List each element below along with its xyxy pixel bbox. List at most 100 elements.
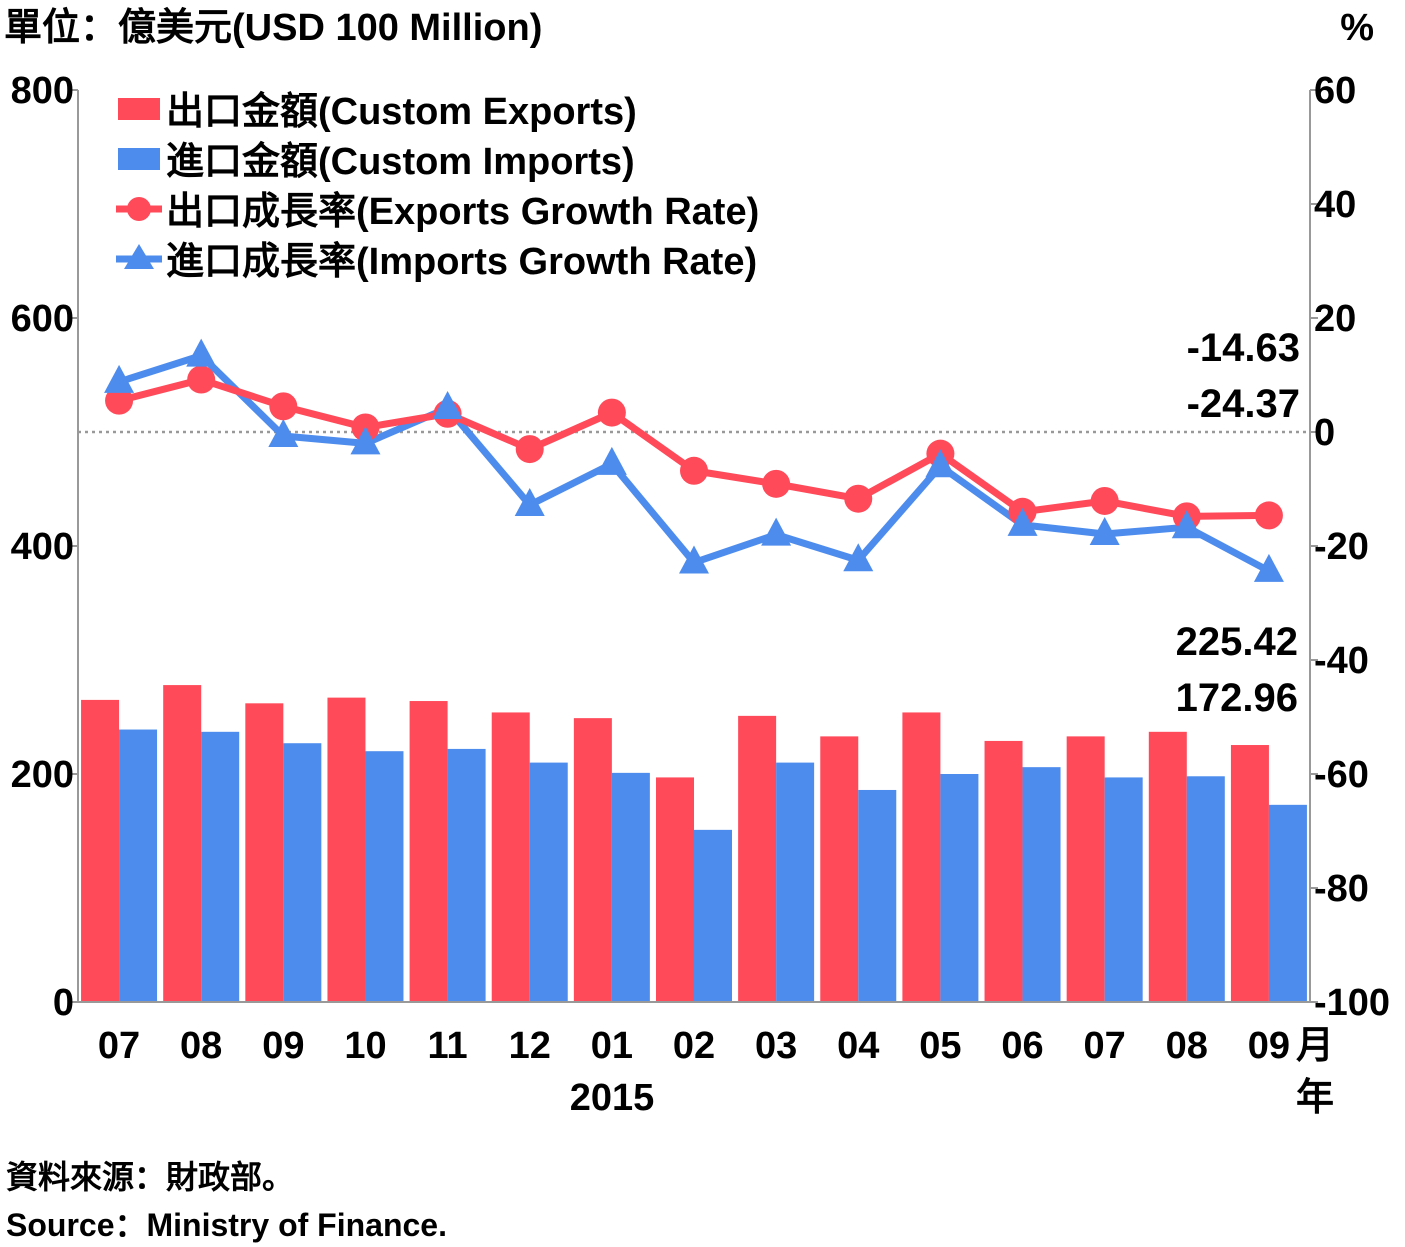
right-tick-label: 40 (1314, 184, 1356, 226)
import-rate-point (432, 391, 463, 420)
export-bar (163, 685, 202, 1002)
legend: 出口金額(Custom Exports) 進口金額(Custom Imports… (116, 90, 759, 283)
import-bar (940, 774, 979, 1002)
export-bar (902, 712, 941, 1002)
import-rate-point (1007, 507, 1038, 536)
left-axis-unit-label: 單位：億美元(USD 100 Million) (4, 7, 542, 49)
year-label: 2015 (570, 1077, 655, 1119)
right-tick-label: -40 (1314, 640, 1369, 682)
import-rate-annotation: -24.37 (1187, 382, 1300, 426)
legend-import-rate-marker (124, 244, 154, 269)
import-rate-point (514, 487, 545, 516)
export-bar (656, 777, 694, 1002)
x-tick-label: 10 (344, 1025, 386, 1067)
left-tick-label: 400 (11, 526, 74, 568)
import-rate-point (761, 517, 792, 546)
legend-imports-label: 進口金額(Custom Imports) (166, 140, 635, 183)
x-tick-label: 08 (1166, 1025, 1208, 1067)
export-rate-annotation: -14.63 (1187, 326, 1300, 370)
import-rate-point (104, 364, 135, 393)
lines-layer (104, 338, 1284, 582)
import-rate-point (1171, 510, 1202, 539)
x-axis-ticks: 07 08 09 10 11 12 01 02 03 04 05 06 07 08 09 (98, 1025, 1290, 1067)
export-rate-point (515, 435, 544, 464)
x-tick-label: 04 (837, 1025, 879, 1067)
import-rate-point (186, 338, 217, 367)
import-bar (1104, 777, 1143, 1002)
import-bar (1022, 767, 1061, 1002)
right-axis-ticks: -100 -80 -60 -40 -20 0 20 40 60 (1310, 70, 1390, 1024)
export-bar (820, 736, 859, 1002)
import-bar (529, 762, 568, 1002)
x-tick-label: 02 (673, 1025, 715, 1067)
import-value-annotation: 172.96 (1176, 676, 1298, 720)
x-tick-label: 09 (262, 1025, 304, 1067)
export-rate-point (844, 484, 873, 513)
export-rate-point (105, 386, 134, 415)
source-zh: 資料來源：財政部。 (6, 1159, 295, 1195)
export-rate-point (597, 398, 626, 427)
export-bar (573, 718, 612, 1002)
export-rate-point (680, 456, 708, 485)
x-tick-label: 01 (591, 1025, 633, 1067)
x-tick-label: 06 (1001, 1025, 1043, 1067)
left-tick-label: 600 (11, 298, 74, 340)
export-rate-point (762, 469, 791, 498)
right-tick-label: -100 (1314, 982, 1390, 1024)
export-bar (81, 699, 120, 1002)
import-bar (1186, 776, 1225, 1002)
right-tick-label: 0 (1314, 412, 1335, 454)
export-bar (738, 715, 777, 1002)
right-tick-label: -20 (1314, 526, 1369, 568)
axes-layer (77, 90, 1311, 1003)
export-rate-point (269, 392, 298, 421)
export-rate-point (187, 365, 216, 394)
x-tick-label: 12 (509, 1025, 551, 1067)
month-unit-label: 月 (1296, 1025, 1334, 1067)
export-rate-point (1090, 486, 1119, 515)
legend-import-rate-label: 進口成長率(Imports Growth Rate) (166, 241, 757, 283)
export-bar (491, 712, 530, 1002)
import-bar (1268, 804, 1307, 1002)
left-tick-label: 200 (11, 754, 74, 796)
source-en: Source：Ministry of Finance. (6, 1207, 447, 1243)
left-axis-ticks: 0 200 400 600 800 (11, 70, 78, 1024)
x-tick-label: 05 (919, 1025, 961, 1067)
x-tick-label: 07 (1084, 1025, 1126, 1067)
import-rate-point (679, 545, 709, 574)
left-tick-label: 0 (53, 982, 74, 1024)
legend-export-rate-label: 出口成長率(Exports Growth Rate) (166, 191, 759, 233)
right-tick-label: 60 (1314, 70, 1356, 112)
import-bar (447, 748, 486, 1002)
export-rate-point (1254, 501, 1283, 530)
right-tick-label: -80 (1314, 868, 1369, 910)
import-bar (858, 789, 897, 1002)
left-tick-label: 800 (11, 70, 74, 112)
import-bar (694, 829, 732, 1002)
legend-imports-swatch (118, 148, 160, 170)
import-rate-point (1089, 517, 1120, 546)
legend-exports-swatch (118, 98, 160, 120)
export-bar (984, 740, 1023, 1002)
x-tick-label: 11 (428, 1025, 468, 1067)
right-axis-unit-label: % (1340, 7, 1374, 49)
import-bar (365, 751, 404, 1002)
bars-layer (81, 685, 1307, 1002)
import-rate-point (596, 446, 627, 475)
export-value-annotation: 225.42 (1176, 620, 1298, 664)
export-bar (409, 701, 448, 1002)
export-bar (245, 703, 284, 1002)
export-bar (1066, 736, 1105, 1002)
x-tick-label: 03 (755, 1025, 797, 1067)
import-bar (283, 743, 322, 1002)
year-unit-label: 年 (1296, 1077, 1334, 1119)
right-tick-label: -60 (1314, 754, 1369, 796)
import-rate-point (925, 449, 956, 478)
import-bar (201, 731, 240, 1002)
right-tick-label: 20 (1314, 298, 1356, 340)
import-rate-point (843, 543, 874, 572)
x-tick-label: 08 (180, 1025, 222, 1067)
export-bar (327, 697, 366, 1002)
export-bar (1148, 731, 1187, 1002)
